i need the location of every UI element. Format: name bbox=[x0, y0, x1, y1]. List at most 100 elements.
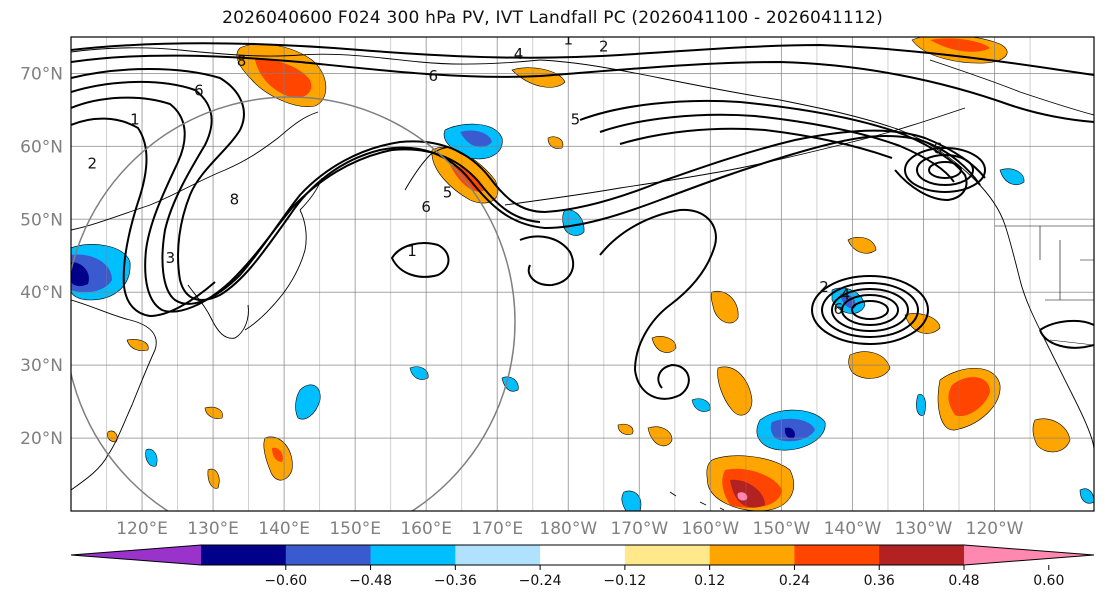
contour-label: 6 bbox=[194, 81, 204, 99]
alaska-coastline bbox=[539, 59, 1006, 226]
colorbar-tick-label: 0.36 bbox=[864, 573, 895, 589]
lon-tick-label: 140°W bbox=[824, 519, 882, 539]
lon-tick-label: 120°E bbox=[116, 519, 168, 539]
shade-blob-blue bbox=[295, 384, 321, 420]
colorbar-tick-label: 0.60 bbox=[1033, 573, 1064, 589]
shade-blob-orange bbox=[107, 430, 118, 443]
colorbar-outline bbox=[70, 544, 1095, 566]
shade-blob-blue bbox=[1079, 488, 1094, 504]
colorbar-segment bbox=[370, 545, 456, 565]
shade-blob-red bbox=[272, 447, 283, 462]
lon-tick-label: 170°W bbox=[610, 519, 668, 539]
pv-contour bbox=[599, 208, 717, 400]
shade-blob-red bbox=[255, 59, 312, 98]
latitude-labels: 70°N 60°N 50°N 40°N 30°N 20°N bbox=[20, 64, 63, 449]
shade-blob-orange bbox=[651, 336, 677, 353]
colorbar-tick-label: 0.12 bbox=[694, 573, 725, 589]
contour-label: 5 bbox=[571, 111, 581, 129]
lon-tick-label: 130°E bbox=[187, 519, 239, 539]
colorbar-tick-label: −0.48 bbox=[349, 573, 392, 589]
shade-blob-blue bbox=[999, 168, 1025, 185]
shade-blob-red bbox=[948, 376, 990, 417]
contour-label: 8 bbox=[230, 191, 240, 209]
lat-tick-label: 20°N bbox=[20, 429, 63, 449]
contour-label: 1 bbox=[130, 111, 140, 129]
contour-label: 1 bbox=[407, 242, 417, 260]
pv-contour bbox=[579, 99, 968, 202]
lon-tick-label: 150°W bbox=[753, 519, 811, 539]
shade-blob-orange bbox=[710, 290, 739, 324]
lon-tick-label: 120°W bbox=[966, 519, 1024, 539]
colorbar-segment bbox=[879, 545, 965, 565]
lat-tick-label: 70°N bbox=[20, 64, 63, 84]
pv-contour-closed bbox=[821, 282, 919, 338]
pv-contour-closed bbox=[916, 154, 974, 186]
shade-blob-darkred bbox=[730, 479, 765, 508]
colorbar-segment bbox=[201, 545, 287, 565]
arctic-coastline bbox=[71, 47, 1094, 116]
colorbar-tick-label: 0.24 bbox=[779, 573, 810, 589]
contour-label: 4 bbox=[514, 45, 524, 63]
lon-tick-label: 150°E bbox=[329, 519, 381, 539]
lat-tick-label: 60°N bbox=[20, 137, 63, 157]
shade-blob-medblue bbox=[460, 130, 492, 148]
shade-blob-orange bbox=[717, 366, 753, 416]
reference-circle bbox=[71, 96, 516, 511]
contour-label: 6 bbox=[421, 198, 431, 216]
colorbar-extend-low bbox=[71, 545, 201, 565]
shade-blob-orange bbox=[547, 136, 564, 149]
colorbar-tick-label: −0.12 bbox=[603, 573, 646, 589]
pv-contour-closed bbox=[831, 288, 909, 332]
contour-label: 4 bbox=[841, 286, 851, 304]
asia-coastline bbox=[71, 111, 319, 491]
pv-contour bbox=[71, 42, 1094, 76]
shade-blob-orange bbox=[647, 426, 673, 447]
pv-contour bbox=[71, 117, 216, 318]
colorbar-tick-label: 0.48 bbox=[948, 573, 979, 589]
pv-contour bbox=[71, 54, 1094, 123]
lat-tick-label: 50°N bbox=[20, 210, 63, 230]
shade-blob-navy bbox=[784, 427, 795, 439]
contour-label: 2 bbox=[819, 278, 829, 296]
map-panel bbox=[71, 37, 1094, 511]
contour-label: 6 bbox=[429, 67, 439, 85]
colorbar-segment bbox=[794, 545, 880, 565]
colorbar-segment bbox=[455, 545, 541, 565]
lon-tick-label: 130°W bbox=[895, 519, 953, 539]
hawaii-islands bbox=[669, 491, 725, 511]
colorbar-segment bbox=[624, 545, 711, 565]
lat-tick-label: 30°N bbox=[20, 356, 63, 376]
colorbar-tick-label: −0.24 bbox=[519, 573, 562, 589]
colorbar-tick-label: −0.36 bbox=[434, 573, 477, 589]
shade-blob-orange bbox=[617, 423, 634, 435]
contour-label: 6 bbox=[833, 300, 843, 318]
contour-label: 3 bbox=[166, 249, 176, 267]
longitude-labels: 120°E 130°E 140°E 150°E 160°E 170°E 180°W 170°W… bbox=[116, 519, 1023, 539]
contour-label: 6 bbox=[933, 140, 943, 158]
us-borders bbox=[995, 225, 1094, 346]
pv-contour-closed bbox=[928, 161, 962, 179]
shade-blob-orange bbox=[511, 67, 566, 88]
colorbar-tick-label: −0.60 bbox=[264, 573, 307, 589]
map-title: 2026040600 F024 300 hPa PV, IVT Landfall… bbox=[222, 8, 883, 28]
pv-contour-closed bbox=[811, 275, 929, 345]
shade-blob-navy bbox=[71, 262, 89, 287]
pv-contour bbox=[1039, 319, 1094, 349]
shade-blob-orange bbox=[126, 339, 149, 351]
shade-blob-red bbox=[930, 38, 990, 52]
pv-contour bbox=[619, 127, 893, 159]
pv-contour-closed bbox=[851, 300, 889, 320]
colorbar-segment bbox=[285, 545, 372, 565]
map-frame bbox=[70, 36, 1095, 512]
colorbar-segment bbox=[709, 545, 795, 565]
shade-blob-orange bbox=[1032, 418, 1071, 453]
na-west-coastline bbox=[1004, 224, 1094, 451]
contour-label: 8 bbox=[237, 52, 247, 70]
shade-blob-blue bbox=[145, 448, 158, 467]
pv-contour bbox=[71, 68, 981, 301]
pv-contour bbox=[71, 81, 986, 305]
contour-label: 5 bbox=[443, 183, 453, 201]
shade-blob-orange bbox=[847, 237, 877, 254]
